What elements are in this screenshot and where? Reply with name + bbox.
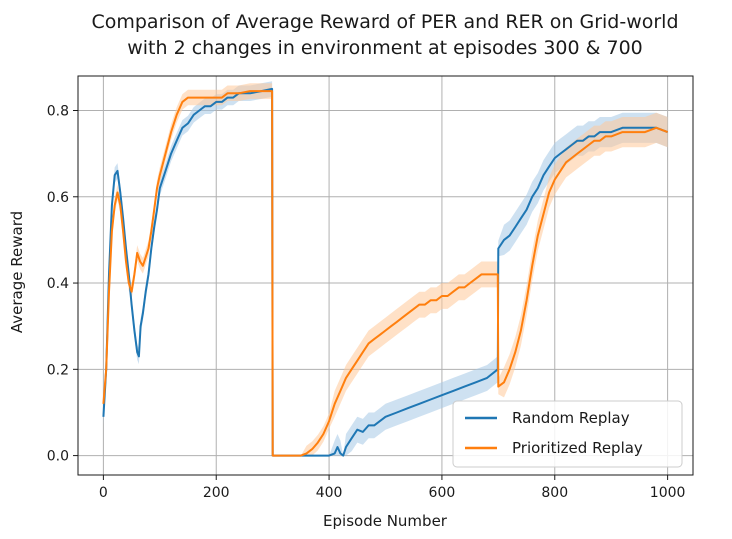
plot-frame — [77, 75, 694, 476]
x-axis-ticks: 0 200 400 600 800 1000 — [99, 475, 686, 501]
y-tick-label: 0.4 — [47, 276, 69, 292]
band-random-replay — [103, 81, 668, 456]
x-tick-label: 600 — [429, 485, 456, 501]
x-tick-label: 1000 — [650, 485, 686, 501]
x-axis-label: Episode Number — [323, 512, 448, 530]
legend: Random Replay Prioritized Replay — [452, 400, 683, 468]
y-tick-label: 0.0 — [47, 449, 69, 465]
legend-label-prioritized-replay: Prioritized Replay — [512, 439, 643, 457]
line-random-replay — [102, 87, 668, 457]
x-tick-label: 400 — [316, 485, 343, 501]
x-tick-label: 0 — [99, 485, 108, 501]
x-tick-label: 200 — [203, 485, 230, 501]
band-prioritized-replay — [103, 83, 668, 456]
line-prioritized-replay — [102, 90, 668, 457]
chart-title-line1: Comparison of Average Reward of PER and … — [91, 11, 678, 33]
series-lines — [102, 87, 668, 457]
chart-title-line2: with 2 changes in environment at episode… — [127, 37, 643, 59]
y-tick-label: 0.6 — [47, 190, 69, 206]
confidence-bands — [103, 81, 668, 456]
legend-label-random-replay: Random Replay — [512, 409, 630, 427]
x-tick-label: 800 — [541, 485, 568, 501]
legend-box — [452, 400, 683, 468]
y-axis-ticks: 0.0 0.2 0.4 0.6 0.8 — [47, 104, 78, 465]
y-axis-label: Average Reward — [8, 211, 26, 333]
y-tick-label: 0.8 — [47, 104, 69, 120]
y-tick-label: 0.2 — [47, 362, 69, 378]
